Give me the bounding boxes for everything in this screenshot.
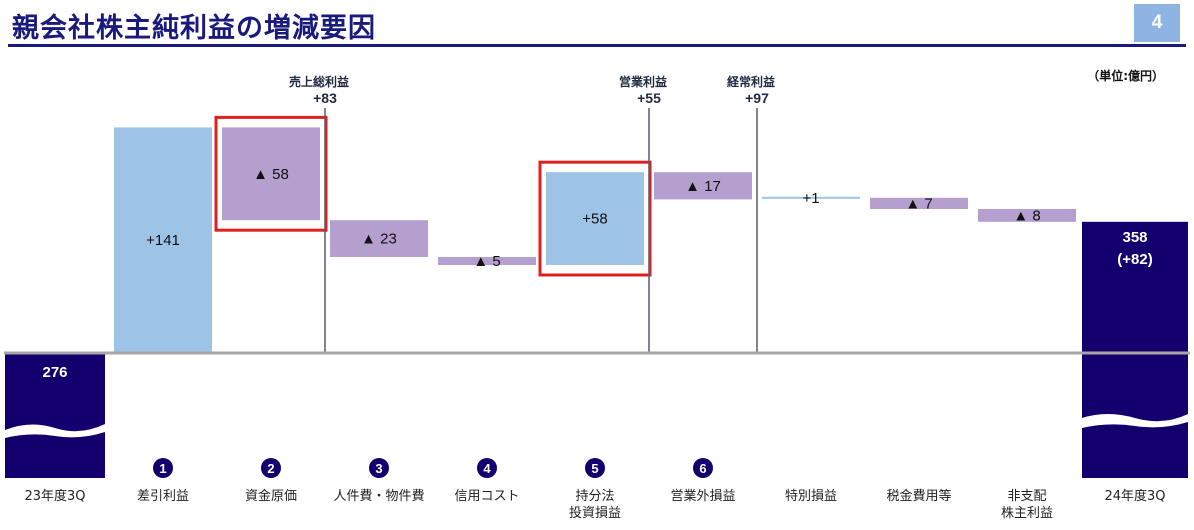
step-badge-number-2: 2: [267, 461, 274, 476]
category-label-5: 持分法: [575, 489, 614, 504]
step-badge-circle-3: [369, 458, 389, 478]
category-label-5-line2: 投資損益: [569, 505, 621, 521]
milestone-value-2: +55: [637, 90, 661, 106]
end-total-label: 358: [1122, 229, 1147, 246]
waterfall-bar-5: [546, 172, 644, 265]
bar-value-label-8: ▲ 7: [905, 195, 932, 212]
waterfall-bar-8: [870, 197, 968, 209]
step-badge-circle-1: [153, 458, 173, 478]
highlight-box-2: [214, 115, 328, 232]
milestone-name-2: 営業利益: [619, 74, 667, 89]
waterfall-bar-7: [762, 196, 860, 199]
page-title: 親会社株主純利益の増減要因: [12, 13, 376, 44]
bar-value-label-1: +141: [146, 232, 180, 249]
step-badge-number-6: 6: [699, 461, 706, 476]
category-label-7: 特別損益: [785, 489, 837, 504]
category-label-1: 差引利益: [137, 489, 189, 504]
category-label-9-line2: 株主利益: [1001, 506, 1053, 521]
end-total-bar: [1082, 221, 1188, 479]
page-number-badge: 4: [1134, 4, 1180, 42]
category-label-start: 23年度3Q: [24, 488, 85, 504]
waterfall-bar-3: [330, 220, 428, 257]
step-badge-circle-4: [477, 458, 497, 478]
start-total-bar: [5, 353, 105, 478]
category-label-4: 信用コスト: [454, 489, 519, 504]
bar-value-label-4: ▲ 5: [473, 253, 500, 270]
milestone-name-1: 売上総利益: [289, 74, 349, 89]
unit-label: （単位:億円）: [1087, 69, 1164, 83]
waterfall-bar-4: [438, 257, 536, 265]
title-underline: [8, 44, 1186, 47]
start-axis-break: [5, 424, 105, 438]
step-badge-number-1: 1: [159, 461, 166, 476]
step-badge-number-3: 3: [375, 461, 382, 476]
step-badge-circle-5: [585, 458, 605, 478]
bar-value-label-7: +1: [802, 190, 819, 207]
category-label-9: 非支配: [1007, 489, 1046, 504]
category-label-end: 24年度3Q: [1104, 488, 1165, 504]
end-axis-break: [1082, 414, 1188, 428]
waterfall-bar-2: [222, 127, 320, 221]
bar-value-label-2: ▲ 58: [253, 166, 289, 183]
waterfall-bar-6: [654, 172, 752, 200]
step-badge-number-5: 5: [591, 461, 598, 476]
category-label-2: 資金原価: [245, 488, 297, 504]
category-label-3: 人件費・物件費: [333, 489, 424, 504]
waterfall-bar-1: [114, 127, 212, 354]
milestone-value-1: +83: [313, 90, 337, 106]
bar-value-label-6: ▲ 17: [685, 178, 721, 195]
bar-value-label-9: ▲ 8: [1013, 207, 1040, 224]
milestone-name-3: 経常利益: [727, 74, 775, 89]
category-label-8: 税金費用等: [886, 488, 951, 504]
start-total-label: 276: [42, 364, 67, 381]
waterfall-bar-9: [978, 209, 1076, 222]
step-badge-number-4: 4: [483, 461, 491, 476]
step-badge-circle-6: [693, 458, 713, 478]
end-total-change-label: (+82): [1117, 251, 1152, 268]
highlight-box-5: [538, 160, 652, 277]
milestone-value-3: +97: [745, 90, 769, 106]
bar-value-label-5: +58: [582, 211, 607, 228]
category-label-6: 営業外損益: [670, 488, 735, 504]
step-badge-circle-2: [261, 458, 281, 478]
bar-value-label-3: ▲ 23: [361, 231, 397, 248]
